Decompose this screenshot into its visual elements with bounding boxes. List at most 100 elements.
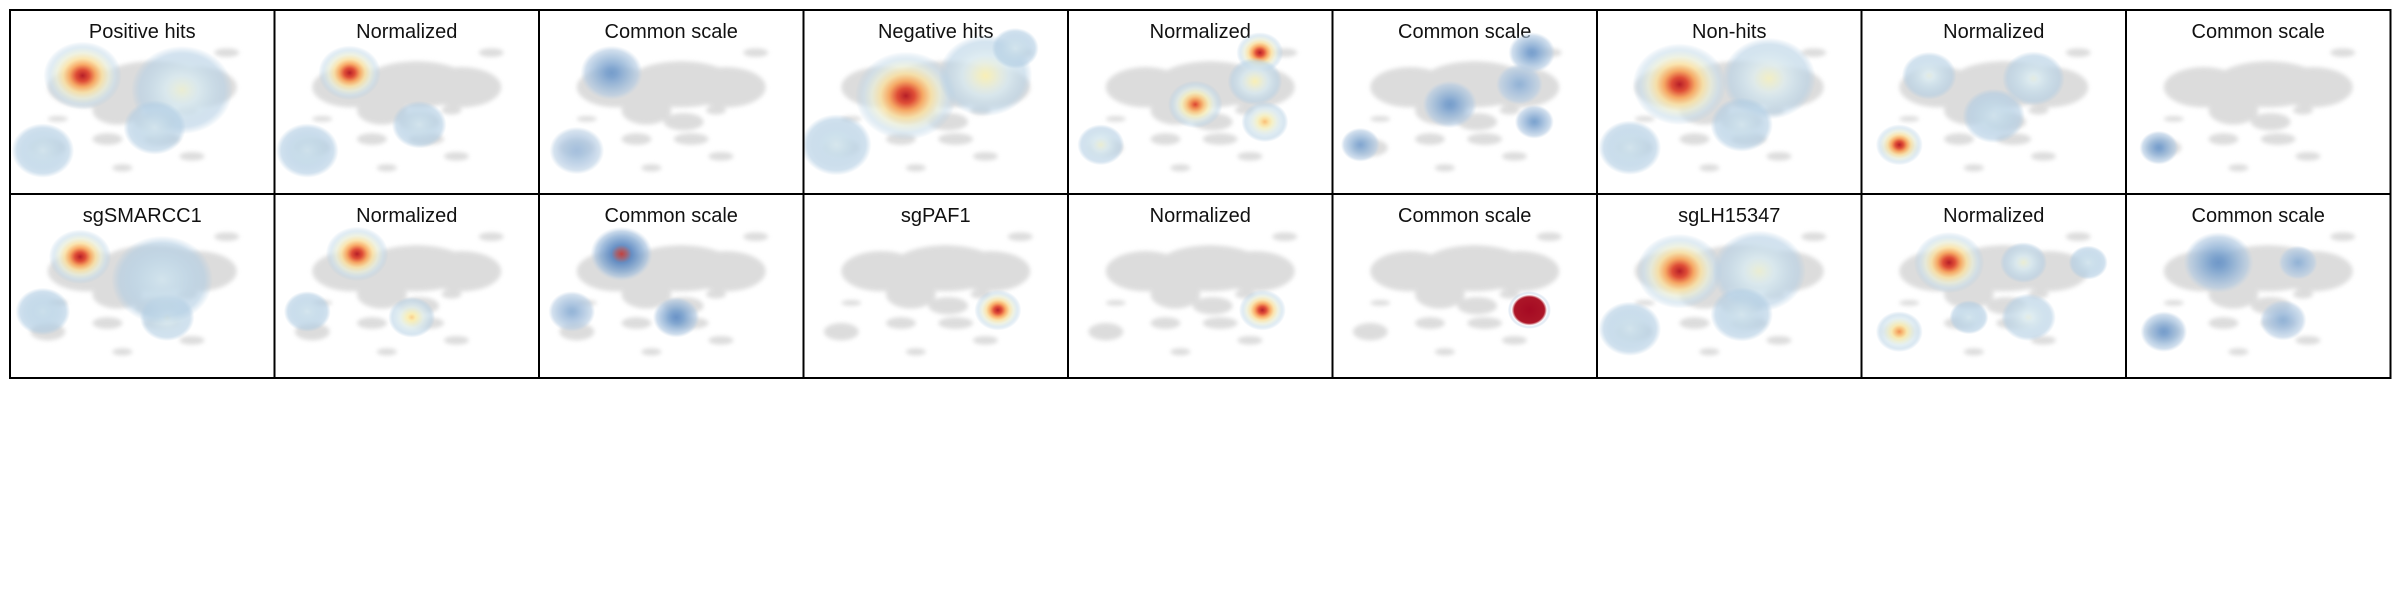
- embedding-cluster: [1801, 232, 1827, 241]
- embedding-cluster: [1415, 317, 1445, 329]
- embedding-cluster: [823, 323, 859, 341]
- embedding-cluster: [938, 317, 974, 329]
- embedding-map: [1875, 231, 2108, 356]
- density-hotspot: [1875, 124, 1923, 166]
- embedding-cluster: [1679, 133, 1710, 145]
- embedding-cluster: [1170, 348, 1191, 356]
- panel-title: sgPAF1: [901, 205, 971, 227]
- density-hotspot: [11, 123, 75, 178]
- embedding-cluster: [444, 152, 469, 161]
- embedding-cluster: [1457, 297, 1498, 315]
- panel-title: Non-hits: [1692, 21, 1766, 43]
- embedding-cluster: [1944, 133, 1974, 145]
- embedding-map: [548, 226, 769, 356]
- density-hotspot: [391, 100, 447, 149]
- density-panel: Common scale: [538, 193, 805, 379]
- density-panel: Common scale: [1331, 9, 1598, 195]
- embedding-cluster: [1415, 279, 1465, 309]
- embedding-cluster: [1170, 164, 1191, 172]
- embedding-cluster: [1192, 297, 1233, 315]
- density-hotspot: [1508, 32, 1556, 74]
- embedding-cluster: [576, 116, 597, 122]
- density-panel: sgPAF1: [802, 193, 1069, 379]
- embedding-cluster: [621, 279, 672, 309]
- density-hotspot: [1495, 63, 1543, 105]
- density-panel: Common scale: [538, 9, 805, 195]
- density-hotspot: [2259, 299, 2307, 341]
- embedding-cluster: [1150, 279, 1201, 309]
- density-hotspot: [2001, 293, 2056, 342]
- embedding-map: [1352, 232, 1562, 356]
- embedding-cluster: [1415, 133, 1445, 145]
- embedding-cluster: [357, 317, 387, 329]
- embedding-map: [1340, 32, 1562, 172]
- embedding-cluster: [441, 105, 462, 115]
- embedding-map: [276, 45, 504, 178]
- embedding-cluster: [1007, 232, 1033, 241]
- embedding-cluster: [1801, 48, 1827, 57]
- density-hotspot: [2000, 242, 2048, 283]
- density-panel: Normalized: [273, 193, 540, 379]
- panel-title: Positive hits: [89, 21, 196, 43]
- density-hotspot: [48, 229, 112, 284]
- embedding-cluster: [1370, 116, 1391, 122]
- embedding-cluster: [706, 289, 726, 299]
- panel-border: [2125, 193, 2392, 379]
- embedding-cluster: [2208, 317, 2239, 329]
- embedding-cluster: [905, 164, 926, 172]
- embedding-cluster: [444, 336, 469, 345]
- embedding-cluster: [92, 133, 123, 145]
- embedding-map: [549, 45, 769, 175]
- embedding-cluster: [1679, 317, 1710, 329]
- density-hotspot: [1077, 124, 1125, 166]
- embedding-cluster: [1766, 152, 1792, 161]
- embedding-cluster: [1105, 116, 1126, 122]
- embedding-map: [2139, 48, 2356, 172]
- density-hotspot: [1949, 300, 1989, 335]
- embedding-cluster: [1634, 116, 1655, 122]
- embedding-cluster: [1536, 232, 1562, 241]
- embedding-cluster: [478, 232, 504, 241]
- embedding-cluster: [1088, 323, 1124, 341]
- embedding-cluster: [641, 164, 662, 172]
- embedding-cluster: [2293, 289, 2313, 299]
- density-panel: Common scale: [2125, 193, 2392, 379]
- embedding-cluster: [1499, 105, 1520, 115]
- density-panel: Negative hits: [802, 9, 1069, 195]
- embedding-cluster: [1899, 300, 1920, 306]
- density-panel: sgLH15347: [1596, 193, 1863, 379]
- density-hotspot: [1901, 51, 1957, 100]
- embedding-cluster: [905, 348, 926, 356]
- embedding-cluster: [112, 164, 133, 172]
- density-panel: Non-hits: [1596, 9, 1863, 195]
- embedding-cluster: [621, 133, 652, 145]
- embedding-cluster: [1272, 232, 1298, 241]
- embedding-cluster: [1467, 317, 1503, 329]
- embedding-cluster: [1237, 152, 1263, 161]
- embedding-cluster: [2028, 105, 2049, 115]
- embedding-cluster: [1766, 336, 1792, 345]
- density-panel: Normalized: [1860, 193, 2127, 379]
- embedding-map: [11, 41, 240, 178]
- embedding-cluster: [1150, 133, 1181, 145]
- panel-title: Common scale: [605, 205, 738, 227]
- embedding-cluster: [1215, 251, 1295, 292]
- embedding-cluster: [841, 300, 862, 306]
- density-hotspot: [318, 45, 381, 100]
- embedding-cluster: [938, 133, 974, 145]
- embedding-cluster: [312, 116, 333, 122]
- panel-title: Common scale: [605, 21, 738, 43]
- density-hotspot: [276, 123, 339, 178]
- panel-title: Normalized: [356, 205, 457, 227]
- density-hotspot: [1340, 127, 1380, 162]
- embedding-cluster: [421, 251, 502, 292]
- density-panel: Normalized: [273, 9, 540, 195]
- embedding-cluster: [376, 348, 397, 356]
- embedding-cluster: [2273, 67, 2353, 108]
- density-hotspot: [15, 287, 71, 336]
- embedding-cluster: [1105, 300, 1126, 306]
- embedding-cluster: [1499, 289, 1520, 299]
- embedding-map: [804, 27, 1039, 176]
- embedding-cluster: [673, 133, 709, 145]
- embedding-cluster: [2065, 48, 2091, 57]
